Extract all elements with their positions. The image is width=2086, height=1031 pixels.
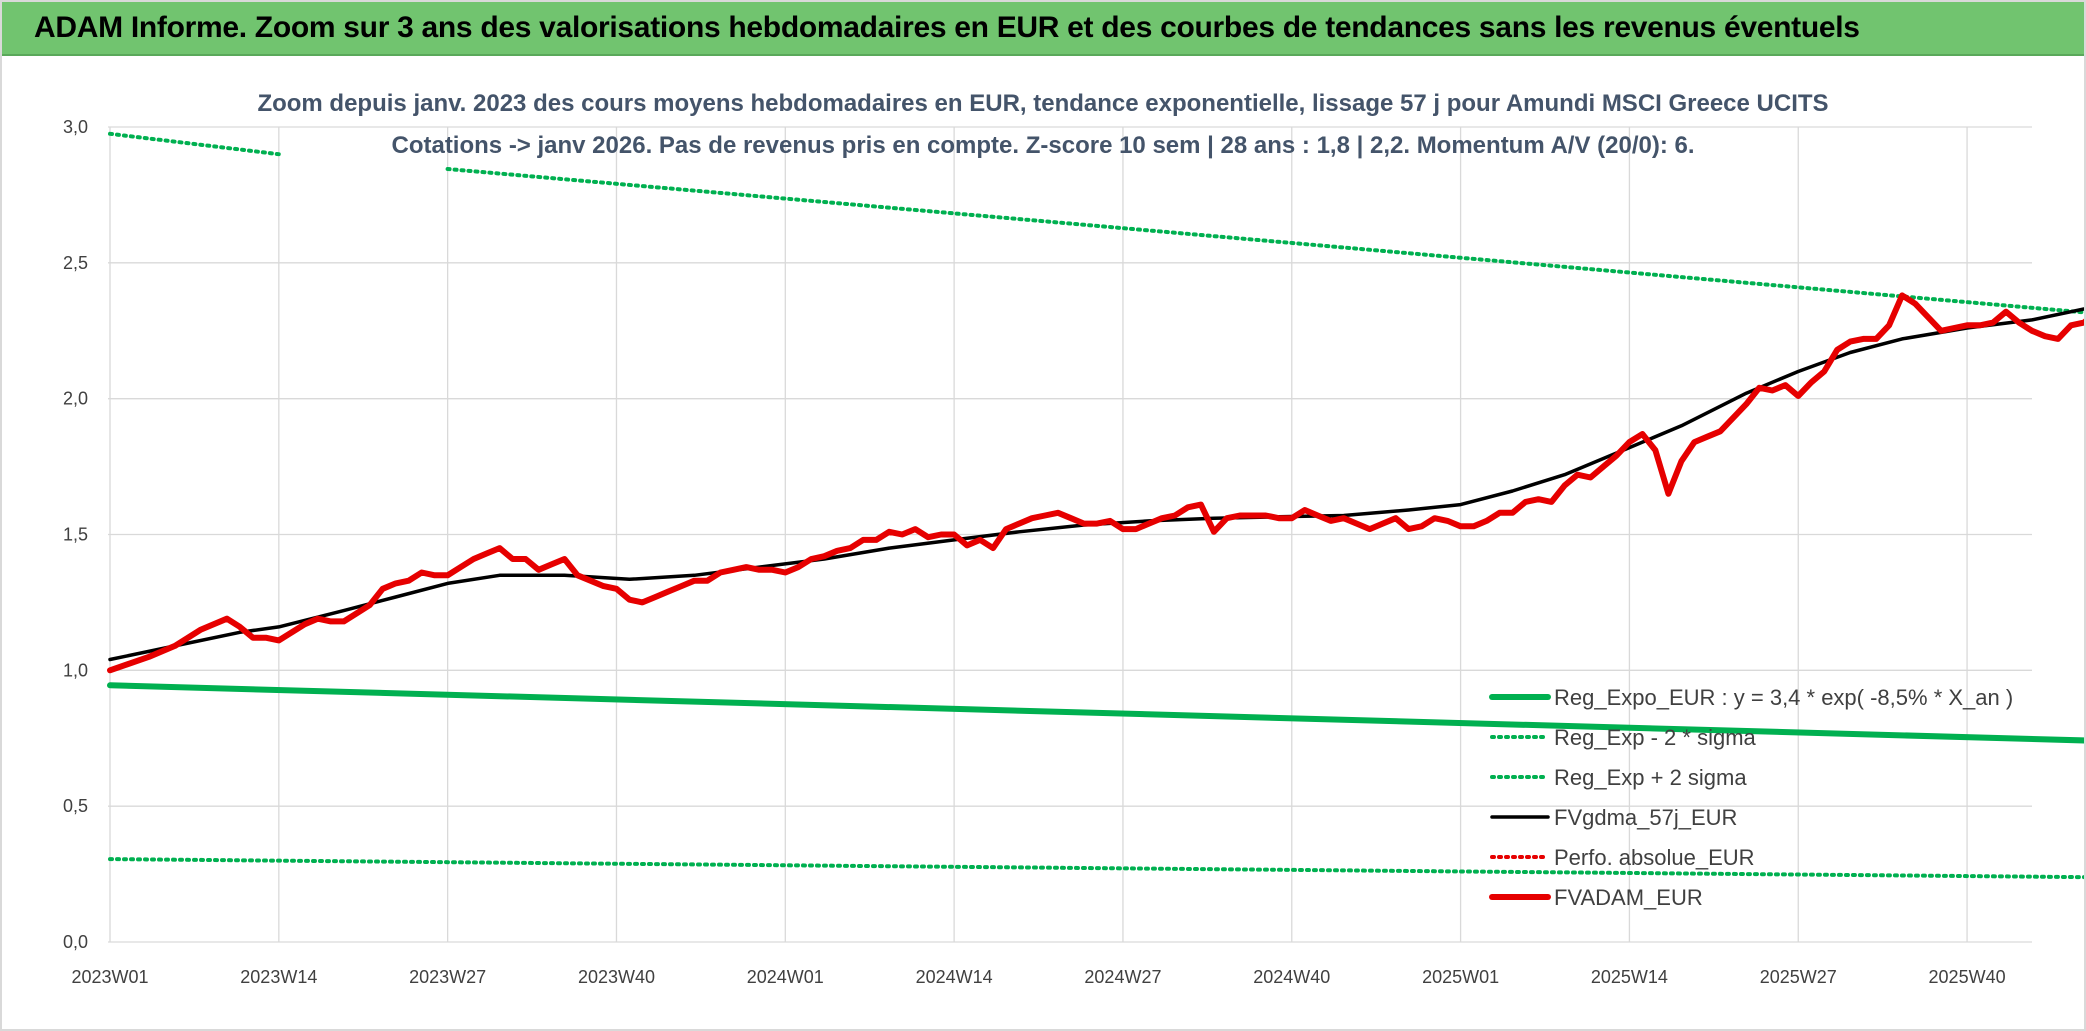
series-line-3 xyxy=(108,307,2084,662)
report-banner: ADAM Informe. Zoom sur 3 ans des valoris… xyxy=(2,2,2084,56)
series-line-5 xyxy=(107,292,2084,674)
chart-title-line-2: Cotations -> janv 2026. Pas de revenus p… xyxy=(391,132,1694,159)
legend-entry: Perfo. absolue_EUR xyxy=(1554,845,1755,870)
x-tick-label: 2025W40 xyxy=(1929,967,2006,987)
y-tick-label: 1,0 xyxy=(63,660,88,680)
y-tick-label: 2,0 xyxy=(63,389,88,409)
series xyxy=(107,131,2084,880)
y-tick-label: 2,5 xyxy=(63,253,88,273)
x-tick-label: 2024W27 xyxy=(1084,967,1161,987)
y-tick-label: 1,5 xyxy=(63,525,88,545)
series-line-2 xyxy=(445,167,2084,315)
y-axis-ticks: 0,0 0,5 1,0 1,5 2,0 2,5 3,0 xyxy=(63,117,88,952)
series-line-1 xyxy=(108,857,2084,880)
report-title: ADAM Informe. Zoom sur 3 ans des valoris… xyxy=(34,11,1860,44)
x-axis-ticks: 2023W01 2023W14 2023W27 2023W40 2024W01 2024W… xyxy=(71,967,2006,987)
legend-entry: Reg_Exp - 2 * sigma xyxy=(1554,725,1757,750)
x-tick-label: 2024W14 xyxy=(916,967,993,987)
x-tick-label: 2025W01 xyxy=(1422,967,1499,987)
x-tick-label: 2023W01 xyxy=(71,967,148,987)
x-tick-label: 2023W27 xyxy=(409,967,486,987)
chart-title-line-1: Zoom depuis janv. 2023 des cours moyens … xyxy=(257,90,1828,117)
series-line-2 xyxy=(108,131,281,157)
chart-title: Zoom depuis janv. 2023 des cours moyens … xyxy=(257,90,1828,159)
grid xyxy=(108,126,2032,943)
x-tick-label: 2024W40 xyxy=(1253,967,1330,987)
legend-entry: Reg_Expo_EUR : y = 3,4 * exp( -8,5% * X_… xyxy=(1554,685,2013,710)
x-tick-label: 2023W14 xyxy=(240,967,317,987)
series-line-0 xyxy=(107,682,2084,744)
legend-entry: FVADAM_EUR xyxy=(1554,885,1703,910)
x-tick-label: 2023W40 xyxy=(578,967,655,987)
legend-entry: Reg_Exp + 2 sigma xyxy=(1554,765,1747,790)
y-tick-label: 0,0 xyxy=(63,932,88,952)
x-tick-label: 2025W14 xyxy=(1591,967,1668,987)
x-tick-label: 2024W01 xyxy=(747,967,824,987)
legend: Reg_Expo_EUR : y = 3,4 * exp( -8,5% * X_… xyxy=(1489,685,2013,910)
y-tick-label: 3,0 xyxy=(63,117,88,137)
legend-entry: FVgdma_57j_EUR xyxy=(1554,805,1737,830)
x-tick-label: 2025W27 xyxy=(1760,967,1837,987)
y-tick-label: 0,5 xyxy=(63,796,88,816)
